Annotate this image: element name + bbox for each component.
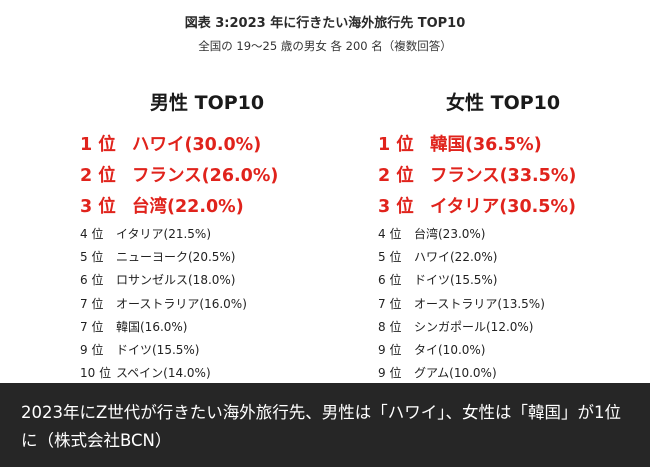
rank-number: 4 位	[378, 227, 402, 241]
rank-number: 6 位	[80, 273, 104, 288]
destination-name: ドイツ(15.5%)	[414, 273, 498, 288]
destination-name: ロサンゼルス(18.0%)	[116, 273, 236, 288]
destination-name: グアム(10.0%)	[414, 366, 497, 381]
rank-number: 2 位	[80, 166, 116, 186]
ranking-item: 2 位フランス(26.0%)	[80, 161, 278, 192]
rank-number: 2 位	[378, 166, 414, 186]
rank-number: 5 位	[378, 250, 402, 265]
destination-name: ハワイ(22.0%)	[414, 250, 498, 265]
destination-name: 台湾(23.0%)	[414, 227, 486, 241]
ranking-item: 10 位スペイン(14.0%)	[80, 362, 278, 385]
destination-name: 韓国(36.5%)	[430, 135, 542, 155]
image-caption: 2023年にZ世代が行きたい海外旅行先、男性は「ハワイ」、女性は「韓国」が1位に…	[21, 403, 622, 450]
rank-number: 7 位	[80, 296, 104, 311]
destination-name: タイ(10.0%)	[414, 342, 486, 357]
rank-number: 4 位	[80, 227, 104, 241]
destination-name: ハワイ(30.0%)	[132, 135, 262, 155]
male-ranking-column: 男性 TOP10 1 位ハワイ(30.0%) 2 位フランス(26.0%) 3 …	[80, 88, 278, 385]
rank-number: 3 位	[80, 197, 116, 217]
destination-name: 台湾(22.0%)	[132, 197, 244, 217]
destination-name: オーストラリア(16.0%)	[116, 296, 247, 311]
female-column-header: 女性 TOP10	[446, 92, 561, 114]
destination-name: イタリア(30.5%)	[430, 197, 577, 217]
destination-name: スペイン(14.0%)	[116, 366, 211, 381]
ranking-figure: 図表 3:2023 年に行きたい海外旅行先 TOP10 全国の 19～25 歳の…	[80, 16, 577, 385]
figure-title: 図表 3:2023 年に行きたい海外旅行先 TOP10	[184, 16, 466, 31]
ranking-item: 7 位オーストラリア(13.5%)	[378, 293, 576, 316]
ranking-item: 4 位台湾(23.0%)	[378, 223, 576, 246]
destination-name: ニューヨーク(20.5%)	[116, 250, 236, 265]
ranking-item: 5 位ニューヨーク(20.5%)	[80, 246, 278, 269]
rank-number: 5 位	[80, 250, 104, 265]
ranking-item: 4 位イタリア(21.5%)	[80, 223, 278, 246]
rank-number: 9 位	[378, 342, 402, 357]
destination-name: ドイツ(15.5%)	[116, 342, 200, 357]
ranking-item: 2 位フランス(33.5%)	[378, 161, 576, 192]
ranking-item: 8 位シンガポール(12.0%)	[378, 316, 576, 339]
ranking-item: 1 位ハワイ(30.0%)	[80, 130, 278, 161]
ranking-item: 6 位ドイツ(15.5%)	[378, 269, 576, 292]
ranking-item: 1 位韓国(36.5%)	[378, 130, 576, 161]
destination-name: フランス(33.5%)	[430, 166, 577, 186]
destination-name: 韓国(16.0%)	[116, 319, 188, 334]
female-ranking-column: 女性 TOP10 1 位韓国(36.5%) 2 位フランス(33.5%) 3 位…	[378, 88, 576, 385]
rank-number: 3 位	[378, 197, 414, 217]
destination-name: イタリア(21.5%)	[116, 227, 212, 241]
rank-number: 1 位	[378, 135, 414, 155]
rank-number: 8 位	[378, 319, 402, 334]
rank-number: 9 位	[80, 342, 104, 357]
ranking-item: 7 位韓国(16.0%)	[80, 316, 278, 339]
ranking-item: 7 位オーストラリア(16.0%)	[80, 293, 278, 316]
caption-bar: 2023年にZ世代が行きたい海外旅行先、男性は「ハワイ」、女性は「韓国」が1位に…	[0, 383, 650, 467]
ranking-item: 3 位台湾(22.0%)	[80, 192, 278, 223]
destination-name: シンガポール(12.0%)	[414, 319, 534, 334]
ranking-item: 6 位ロサンゼルス(18.0%)	[80, 269, 278, 292]
ranking-item: 9 位グアム(10.0%)	[378, 362, 576, 385]
ranking-item: 9 位ドイツ(15.5%)	[80, 339, 278, 362]
rank-number: 9 位	[378, 366, 402, 381]
rank-number: 7 位	[378, 296, 402, 311]
rank-number: 7 位	[80, 319, 104, 334]
rank-number: 1 位	[80, 135, 116, 155]
ranking-item: 9 位タイ(10.0%)	[378, 339, 576, 362]
male-column-header: 男性 TOP10	[150, 92, 265, 114]
figure-subtitle: 全国の 19～25 歳の男女 各 200 名（複数回答）	[198, 39, 452, 53]
destination-name: フランス(26.0%)	[132, 166, 279, 186]
rank-number: 6 位	[378, 273, 402, 288]
destination-name: オーストラリア(13.5%)	[414, 296, 545, 311]
ranking-item: 5 位ハワイ(22.0%)	[378, 246, 576, 269]
rank-number: 10 位	[80, 366, 112, 381]
ranking-item: 3 位イタリア(30.5%)	[378, 192, 576, 223]
